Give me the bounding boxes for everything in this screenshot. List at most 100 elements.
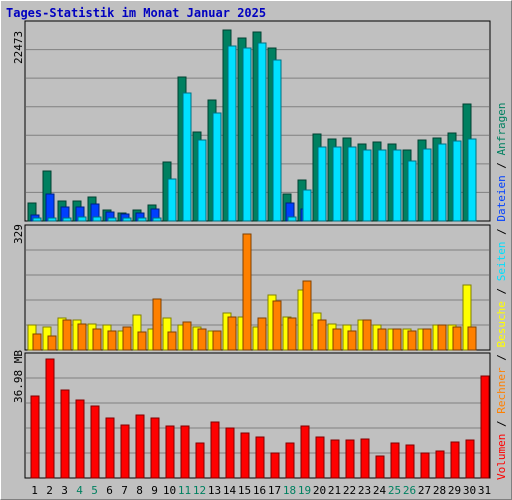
top-panel-max-label: 22473 [12,30,25,64]
bar-rechner-day-26 [407,330,417,351]
x-tick-label: 13 [208,484,221,497]
bar-seiten-day-16 [257,42,267,222]
x-tick-label: 3 [61,484,68,497]
bar-volumen-day-7 [120,424,130,479]
bar-rechner-day-22 [347,330,357,351]
x-tick-label: 14 [223,484,237,497]
chart-title: Tages-Statistik im Monat Januar 2025 [6,6,267,20]
bar-rechner-day-20 [317,319,327,351]
bar-seiten-day-23 [362,149,372,222]
bar-rechner-day-6 [107,330,117,351]
bar-volumen-day-3 [60,389,70,479]
bar-volumen-day-23 [360,438,370,479]
x-tick-label: 5 [91,484,98,497]
bar-volumen-day-26 [405,444,415,479]
bar-volumen-day-5 [90,405,100,479]
bar-rechner-day-14 [227,316,237,351]
x-tick-label: 6 [106,484,113,497]
x-tick-label: 11 [178,484,191,497]
legend-item-dateien: Dateien [495,175,508,222]
x-tick-label: 21 [328,484,341,497]
bar-seiten-day-24 [377,149,387,222]
bar-rechner-day-21 [332,328,342,351]
bar-rechner-day-5 [92,328,102,351]
x-tick-label: 16 [253,484,266,497]
bar-seiten-day-29 [452,140,462,222]
bar-volumen-day-13 [210,421,220,479]
legend-item-seiten: Seiten [495,241,508,282]
bar-rechner-day-29 [452,326,462,351]
bar-volumen-day-28 [435,450,445,479]
bar-volumen-day-16 [255,436,265,479]
bar-besuche-day-30 [462,284,472,351]
legend: Volumen / Rechner / Besuche / Seiten / D… [495,102,508,480]
bar-seiten-day-2 [47,217,57,222]
bar-seiten-day-5 [92,216,102,222]
legend-item-besuche: Besuche [495,301,508,348]
x-tick-label: 31 [478,484,491,497]
bar-seiten-day-6 [107,217,117,222]
bar-rechner-day-17 [272,300,282,351]
bar-seiten-day-25 [392,149,402,222]
bar-seiten-day-4 [77,216,87,222]
middle-panel-max-label: 329 [12,224,25,244]
legend-separator: / [495,281,508,302]
bar-seiten-day-22 [347,146,357,222]
bar-rechner-day-11 [182,321,192,351]
bar-volumen-day-27 [420,452,430,479]
x-tick-label: 12 [193,484,206,497]
bar-rechner-day-18 [287,317,297,351]
legend-separator: / [495,155,508,176]
x-tick-label: 27 [418,484,431,497]
bar-volumen-day-14 [225,427,235,479]
bar-rechner-day-7 [122,326,132,351]
x-tick-label: 26 [403,484,416,497]
bar-rechner-day-1 [32,333,42,351]
bar-rechner-day-28 [437,324,447,351]
x-tick-label: 17 [268,484,281,497]
bar-rechner-day-16 [257,317,267,351]
x-tick-label: 4 [76,484,83,497]
x-tick-label: 9 [151,484,158,497]
bar-volumen-day-1 [30,395,40,479]
bar-seiten-day-28 [437,143,447,222]
legend-item-anfragen: Anfragen [495,102,508,156]
bar-rechner-day-4 [77,323,87,351]
bar-volumen-day-29 [450,441,460,479]
bar-volumen-day-24 [375,455,385,479]
bar-volumen-day-21 [330,439,340,479]
bar-seiten-day-27 [422,148,432,222]
bar-volumen-day-19 [300,425,310,479]
bar-seiten-day-12 [197,139,207,222]
bar-rechner-day-19 [302,280,312,351]
x-tick-label: 28 [433,484,446,497]
legend-separator: / [495,413,508,434]
x-tick-label: 30 [463,484,476,497]
bar-volumen-day-10 [165,425,175,479]
bar-rechner-day-8 [137,331,147,351]
bar-volumen-day-12 [195,442,205,479]
x-tick-label: 25 [388,484,401,497]
bar-rechner-day-24 [377,328,387,351]
bar-volumen-day-17 [270,452,280,479]
bar-seiten-day-1 [32,217,42,222]
x-tick-label: 8 [136,484,143,497]
legend-item-volumen: Volumen [495,433,508,480]
legend-separator: / [495,347,508,368]
bar-seiten-day-9 [152,217,162,222]
x-tick-label: 10 [163,484,176,497]
bar-seiten-day-10 [167,178,177,222]
bar-rechner-day-27 [422,328,432,351]
bar-dateien-day-2 [45,193,55,222]
bar-rechner-day-23 [362,319,372,351]
bar-rechner-day-13 [212,330,222,351]
bar-seiten-day-8 [137,217,147,222]
bar-volumen-day-11 [180,425,190,479]
bar-rechner-day-30 [467,326,477,351]
bar-rechner-day-12 [197,328,207,351]
bar-seiten-day-21 [332,146,342,222]
x-tick-label: 7 [121,484,128,497]
bar-volumen-day-22 [345,439,355,479]
bar-rechner-day-9 [152,298,162,351]
bar-volumen-day-8 [135,414,145,479]
